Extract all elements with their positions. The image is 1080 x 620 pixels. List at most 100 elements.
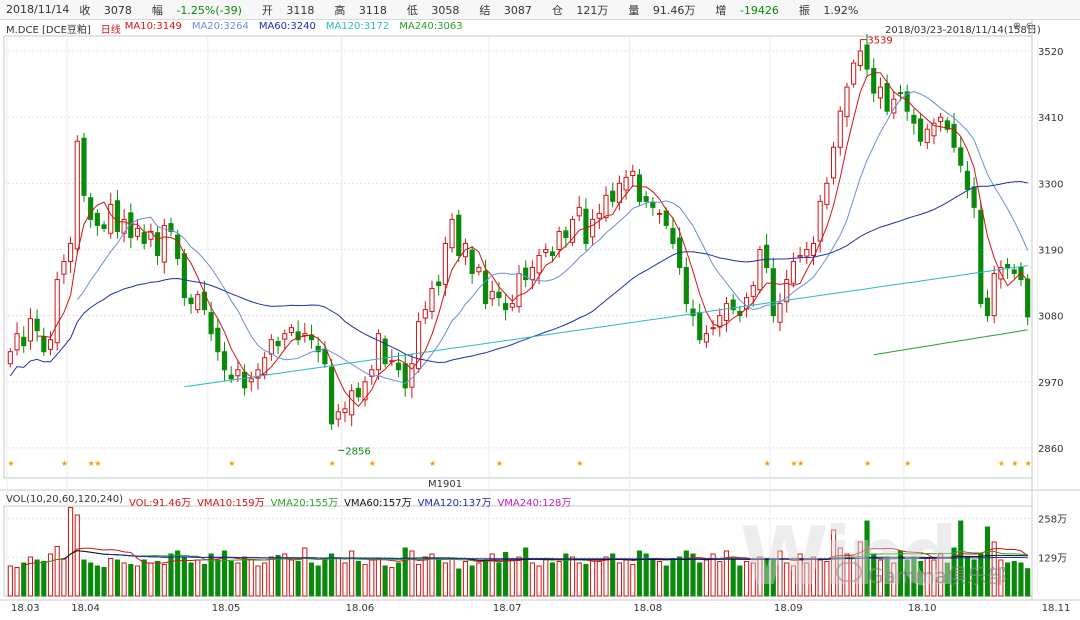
candle-down [355,387,361,398]
volume-bar [730,558,736,597]
vma20-legend: VMA20:155万 [270,498,339,509]
candle-down [964,170,970,190]
candle-down [201,291,208,311]
candle-down [382,338,388,365]
candle-up [630,170,636,177]
volume-bar [496,562,502,597]
candle-down [402,363,408,389]
candle-down [610,190,616,202]
wind-watermark: Wind [740,510,958,603]
volume-bar [456,568,462,597]
volume-bar [114,559,121,597]
date-range-label: 2018/03/23-2018/11/14(158日) [885,25,1041,36]
candle-up [422,309,428,319]
zoom-out-button[interactable]: ⊖ [1025,21,1035,32]
candle-up [543,248,549,253]
ma20-line [76,91,1029,384]
candle-down [897,92,904,95]
candle-up [817,200,823,242]
volume-bar [563,553,569,597]
volume-bar [670,558,676,597]
candle-down [984,297,991,317]
volume-bar [503,552,509,597]
volume-bar [14,567,20,597]
candle-up [938,116,944,122]
candle-up [857,50,863,66]
candle-up [54,279,60,344]
candle-up [790,261,796,284]
candle-up [47,339,54,350]
open-value: 3118 [286,3,315,17]
candle-down [482,270,489,305]
volume-bar [295,561,301,597]
candle-down [242,371,248,389]
volume-bar [636,550,643,597]
vma240-legend: VMA240:128万 [497,498,572,509]
symbol-label: M.DCE [DCE豆粕] [6,25,91,36]
low-value: 3058 [431,3,460,17]
volume-value: 91.46万 [652,3,696,17]
candle-up [830,146,837,179]
candle-down [683,267,689,305]
candle-down [21,336,27,347]
volume-bar [282,553,288,597]
volume-bar [516,556,522,597]
candle-down [911,114,917,124]
event-star-icon: ★ [576,459,583,468]
volume-bar [971,559,977,597]
high-value: 3118 [358,3,387,17]
candle-down [523,267,529,281]
volume-bar [335,558,341,597]
volume-bar [449,558,455,597]
event-star-icon: ★ [764,459,771,468]
volume-bar [556,561,562,597]
volume-bar [583,564,589,597]
volume-bar [54,546,60,597]
volume-bar [543,559,549,597]
candle-up [108,203,114,234]
candle-up [750,285,756,297]
volume-bar [188,562,194,597]
price-panel-frame [3,35,1033,479]
volume-bar [308,562,315,597]
candle-down [730,299,736,311]
event-star-icon: ★ [429,459,436,468]
event-star-icon: ★ [797,459,804,468]
candle-up [931,122,937,137]
candle-up [74,140,80,250]
oi-label: 仓 [551,3,563,17]
candle-up [710,327,716,330]
event-star-icon: ★ [904,459,911,468]
volume-bar [201,564,208,597]
volume-legend: VOL(10,20,60,120,240) VOL:91.46万 VMA10:1… [6,494,577,509]
event-star-icon: ★ [88,459,95,468]
volume-bar [208,553,214,597]
volume-bar [777,550,783,597]
volume-bar [830,529,837,597]
candle-up [516,273,522,308]
volume-bar [228,561,234,597]
candle-up [717,315,723,328]
candle-up [429,288,435,312]
candle-up [335,411,341,420]
zoom-in-button[interactable]: ⊕ [1012,21,1022,32]
volume-bar [797,553,803,597]
candle-down [215,327,221,353]
volume-bar [195,559,201,597]
candle-down [114,200,121,232]
volume-bar [964,556,970,597]
volume-bar [824,561,830,597]
event-star-icon: ★ [998,459,1005,468]
candle-down [978,209,984,305]
volume-bar [523,547,529,597]
volume-bar [509,559,515,597]
volume-bar [168,553,174,597]
volume-bar [322,559,328,597]
candle-down [128,212,134,238]
volume-bar [27,556,33,597]
volume-bar [134,565,141,597]
volume-bar [697,562,703,597]
volume-bar [375,558,382,597]
event-star-icon: ★ [1011,459,1018,468]
